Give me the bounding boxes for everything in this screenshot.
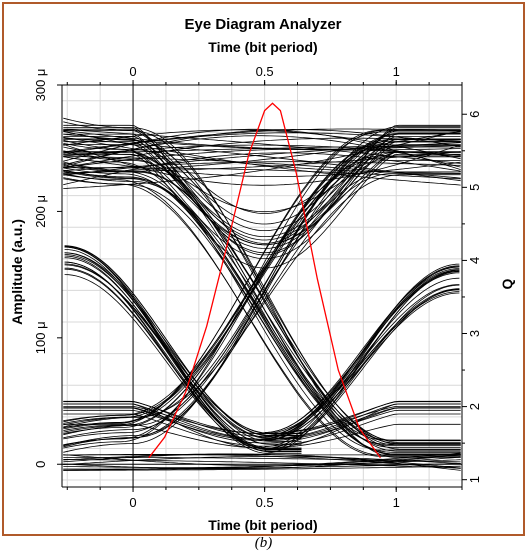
eye-trace — [63, 133, 461, 254]
eye-trace — [63, 407, 461, 440]
eye-trace — [63, 178, 461, 456]
eye-trace — [64, 252, 302, 445]
eye-trace — [63, 156, 461, 178]
eye-trace — [264, 269, 460, 441]
eye-trace — [63, 169, 461, 441]
chart-title: Eye Diagram Analyzer — [184, 16, 341, 33]
plot-area — [63, 102, 461, 471]
axes: 0 0 0.5 0.5 1 1 0 100 μ 200 μ 300 μ 1 2 3 4 5 6 — [33, 64, 482, 510]
eye-trace — [63, 148, 461, 168]
eye-trace — [264, 266, 460, 447]
x2-tick-label: 1 — [393, 64, 400, 79]
y2-tick-label: 3 — [467, 330, 482, 337]
eye-trace — [63, 130, 461, 225]
eye-trace — [63, 138, 461, 241]
figure-caption: (b) — [254, 535, 273, 551]
eye-trace — [63, 160, 461, 429]
eye-trace — [63, 170, 461, 455]
y2-tick-label: 2 — [467, 403, 482, 410]
y2-axis-label: Q — [499, 278, 515, 289]
eye-trace — [63, 128, 461, 214]
eye-trace — [64, 254, 302, 439]
eye-trace — [264, 289, 460, 441]
eye-trace — [63, 174, 461, 457]
eye-trace — [64, 274, 302, 452]
eye-trace — [63, 130, 461, 150]
y2-tick-label: 4 — [467, 257, 482, 264]
eye-trace — [63, 151, 461, 246]
y-axis-label: Amplitude (a.u.) — [9, 219, 25, 325]
y2-tick-label: 5 — [467, 184, 482, 191]
eye-trace — [64, 252, 302, 435]
eye-trace — [63, 137, 461, 168]
eye-trace — [63, 131, 461, 186]
eye-trace — [63, 141, 461, 249]
x-axis-label: Time (bit period) — [208, 517, 317, 533]
x-tick-label: 0 — [129, 495, 136, 510]
eye-trace — [63, 156, 461, 451]
eye-trace — [264, 268, 460, 437]
eye-trace — [63, 151, 461, 213]
eye-diagram-chart: 0 0 0.5 0.5 1 1 0 100 μ 200 μ 300 μ 1 2 3 4 5 6 Eye Dia… — [9, 16, 515, 533]
eye-trace — [63, 151, 461, 446]
x2-tick-label: 0.5 — [256, 64, 274, 79]
eye-trace — [63, 465, 461, 471]
eye-trace — [64, 245, 302, 436]
eye-trace — [63, 454, 461, 467]
eye-trace — [64, 255, 302, 450]
x2-tick-label: 0 — [129, 64, 136, 79]
eye-trace — [63, 143, 461, 186]
eye-trace — [63, 454, 461, 470]
x2-axis-label: Time (bit period) — [208, 39, 317, 55]
eye-trace — [63, 136, 461, 231]
eye-trace — [264, 269, 460, 454]
eye-trace — [264, 277, 460, 439]
x-tick-label: 1 — [393, 495, 400, 510]
y-tick-label: 200 μ — [33, 195, 48, 228]
eye-trace — [63, 153, 461, 269]
eye-trace — [63, 162, 461, 443]
eye-trace — [264, 284, 460, 436]
eye-trace — [63, 413, 461, 447]
eye-trace — [63, 453, 461, 471]
eye-trace — [63, 155, 461, 179]
y2-tick-label: 6 — [467, 111, 482, 118]
eye-trace — [63, 161, 461, 172]
eye-trace — [63, 146, 461, 446]
eye-trace — [63, 173, 461, 446]
eye-trace — [264, 284, 460, 449]
y2-tick-label: 1 — [467, 476, 482, 483]
eye-trace — [63, 173, 461, 444]
y-tick-label: 0 — [33, 461, 48, 468]
eye-trace — [63, 138, 461, 237]
eye-trace — [63, 124, 461, 256]
eye-trace — [63, 130, 461, 452]
q-factor-curve — [148, 102, 381, 459]
y-tick-label: 300 μ — [33, 69, 48, 102]
y-tick-label: 100 μ — [33, 321, 48, 354]
eye-trace — [63, 127, 461, 244]
eye-trace — [63, 406, 461, 435]
x-tick-label: 0.5 — [256, 495, 274, 510]
eye-trace — [264, 291, 460, 434]
eye-trace — [63, 156, 461, 422]
eye-trace — [64, 268, 302, 450]
eye-trace — [63, 139, 461, 445]
